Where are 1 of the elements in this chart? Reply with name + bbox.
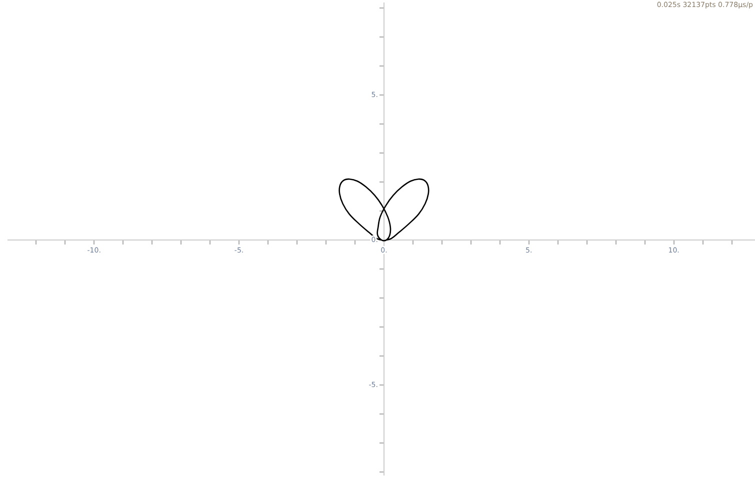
line-series — [338, 178, 430, 242]
